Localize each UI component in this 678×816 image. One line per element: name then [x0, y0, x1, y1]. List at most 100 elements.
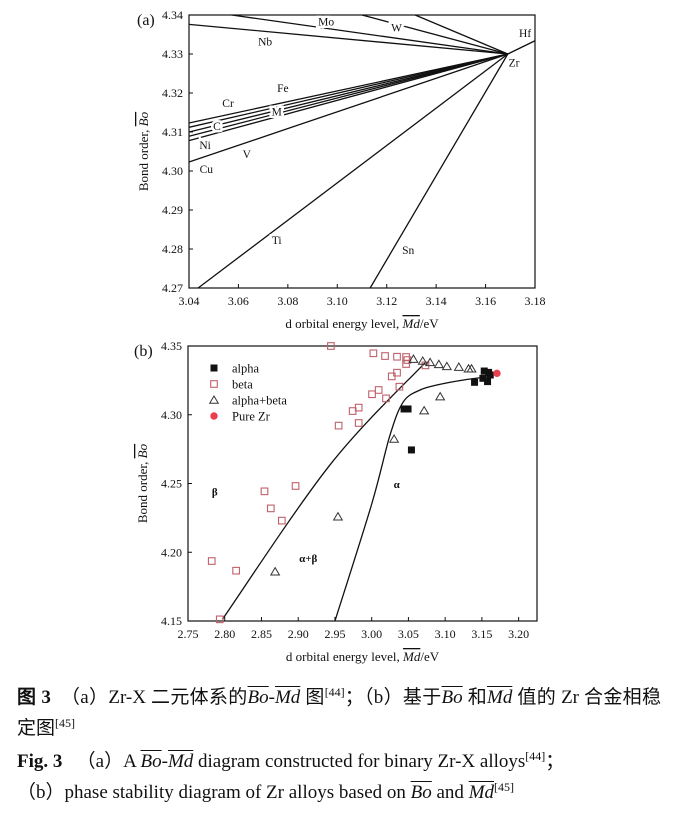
series-pure-zr — [493, 369, 501, 378]
element-label: C — [213, 121, 221, 133]
data-point — [327, 342, 335, 350]
element-line — [188, 53, 508, 128]
data-point — [354, 419, 363, 427]
x-tick-label: 2.75 — [178, 627, 199, 641]
bo-symbol: Bo — [410, 782, 432, 803]
data-point — [332, 511, 344, 521]
element-line — [188, 53, 508, 137]
caption-text: （a）A — [76, 751, 141, 772]
caption-text: 值的 Zr 合金相稳定图 — [17, 687, 661, 739]
data-point — [381, 352, 389, 360]
x-tick-label: 3.16 — [475, 294, 496, 308]
data-point — [424, 357, 436, 367]
caption-text: （a）Zr-X 二元体系的 — [61, 687, 248, 708]
x-tick-label: 3.08 — [277, 294, 298, 308]
caption-text: ；（b）基于 — [344, 687, 442, 708]
y-tick-label: 4.25 — [161, 477, 182, 491]
data-point — [441, 361, 453, 371]
data-point — [471, 378, 479, 386]
md-symbol: Md — [402, 649, 421, 664]
plot-frame — [188, 14, 536, 289]
element-line — [231, 14, 508, 55]
element-label: Nb — [258, 37, 272, 49]
element-label: Hf — [519, 28, 531, 40]
data-point — [269, 566, 281, 576]
caption-chinese: 图 3 （a）Zr-X 二元体系的Bo-Md 图[44]；（b）基于Bo 和Md… — [17, 682, 661, 744]
panel-label: (b) — [134, 343, 153, 360]
y-tick-label: 4.35 — [161, 339, 182, 353]
data-point — [466, 363, 477, 373]
element-line — [188, 53, 508, 133]
x-axis-label-unit: /eV — [420, 316, 439, 331]
data-point — [232, 566, 240, 575]
caption-text: and — [431, 782, 469, 803]
element-label: M — [272, 107, 282, 119]
element-line — [188, 53, 509, 163]
phase-region-label: β — [212, 487, 218, 499]
data-point — [408, 354, 419, 363]
x-axis-label-text: d orbital energy level, — [286, 649, 403, 664]
data-point — [207, 557, 216, 565]
element-label: V — [243, 149, 252, 161]
caption-text: （b）phase stability diagram of Zr alloys … — [17, 782, 411, 803]
figure-number: 图 3 — [17, 687, 51, 708]
reference-45[interactable]: [45] — [494, 780, 515, 794]
data-point — [369, 349, 378, 358]
bo-symbol: Bo — [247, 687, 269, 708]
y-tick-label: 4.33 — [162, 47, 183, 61]
data-point — [215, 615, 224, 624]
reference-44[interactable]: [44] — [525, 749, 546, 763]
x-tick-label: 3.14 — [426, 294, 447, 308]
x-axis-label-unit: /eV — [420, 649, 439, 664]
md-symbol: Md — [274, 687, 301, 708]
data-point — [480, 367, 488, 375]
y-tick-label: 4.27 — [162, 281, 183, 295]
x-tick-label: 2.85 — [251, 627, 272, 641]
element-line — [507, 40, 536, 55]
y-tick-label: 4.34 — [162, 8, 183, 22]
series-alpha — [400, 367, 494, 454]
legend-label: Pure Zr — [232, 410, 271, 424]
chart-b-phase-stability-diagram: 2.75 2.80 2.85 2.90 2.95 3.00 3.05 3.10 3.15 3.20… — [134, 339, 538, 664]
data-point — [260, 487, 269, 496]
data-point — [395, 382, 404, 391]
caption-text: 和 — [462, 687, 488, 708]
data-point — [374, 386, 383, 394]
md-symbol: Md — [167, 751, 194, 772]
data-point — [393, 352, 401, 361]
y-tick-label: 4.30 — [162, 164, 183, 178]
caption-text: ； — [545, 751, 565, 772]
legend-label: beta — [232, 378, 253, 392]
data-point — [493, 369, 501, 378]
data-point — [277, 516, 286, 525]
element-label: Cu — [200, 164, 214, 176]
y-tick-label: 4.30 — [161, 408, 182, 422]
reference-44[interactable]: [44] — [324, 685, 345, 699]
x-axis-label: d orbital energy level, Md/eV — [285, 316, 439, 331]
y-tick-label: 4.32 — [162, 86, 183, 100]
bo-symbol: Bo — [140, 751, 162, 772]
element-label: Ti — [272, 235, 282, 247]
bo-symbol: Bo — [136, 111, 151, 126]
reference-45[interactable]: [45] — [55, 716, 76, 730]
panel-label: (a) — [137, 12, 155, 29]
md-symbol: Md — [401, 316, 420, 331]
caption-text: - — [268, 687, 275, 708]
legend-label: alpha+beta — [232, 394, 287, 408]
y-axis-label: Bond order, Bo — [136, 111, 151, 191]
phase-boundary-line — [334, 376, 491, 622]
data-point — [266, 504, 275, 513]
element-label: Fe — [277, 83, 289, 95]
data-point — [486, 371, 494, 379]
caption-english: Fig. 3 （a）A Bo-Md diagram constructed fo… — [17, 746, 661, 808]
chart-a-bo-md-diagram: 3.04 3.06 3.08 3.10 3.12 3.14 3.16 3.18 4.27 4.28… — [136, 8, 546, 331]
element-line — [369, 53, 509, 289]
data-point — [484, 378, 492, 386]
legend-label: alpha — [232, 362, 260, 376]
md-symbol: Md — [468, 782, 495, 803]
element-label: Mo — [318, 17, 334, 29]
y-axis-label: Bond order, Bo — [135, 443, 150, 523]
x-tick-label: 3.05 — [398, 627, 419, 641]
y-tick-label: 4.31 — [162, 125, 183, 139]
x-tick-label: 2.80 — [214, 627, 235, 641]
